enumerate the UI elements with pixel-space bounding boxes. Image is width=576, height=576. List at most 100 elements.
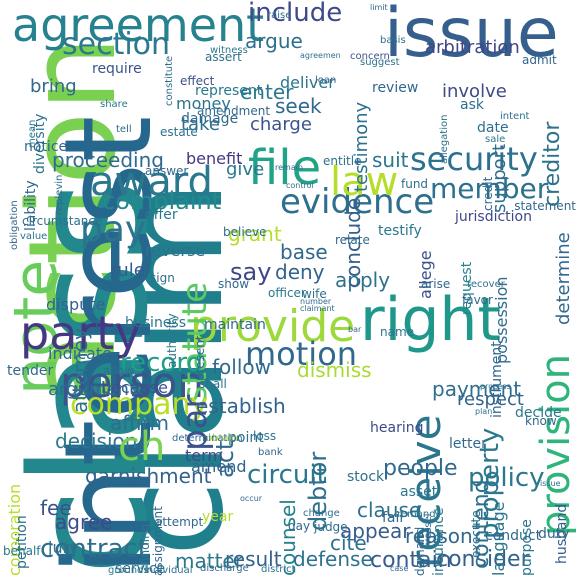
cloud-word: testimony: [351, 101, 372, 192]
cloud-word: provide: [190, 301, 356, 352]
cloud-word: bar: [348, 325, 362, 334]
cloud-word: allegation: [439, 114, 450, 164]
cloud-word: constitute: [164, 55, 175, 106]
cloud-word: jury: [48, 538, 79, 557]
cloud-word: favor: [462, 293, 493, 307]
cloud-word: date: [477, 120, 509, 136]
cloud-word: respect: [457, 389, 524, 410]
cloud-word: creditor: [540, 121, 565, 207]
cloud-word: proceeding: [52, 148, 164, 172]
cloud-word: take: [181, 114, 220, 135]
cloud-word: conduct: [485, 528, 542, 544]
cloud-word: value: [20, 231, 48, 242]
cloud-word: mean: [27, 119, 38, 148]
cloud-word: hearing: [370, 420, 424, 436]
cloud-word: motion: [245, 335, 358, 373]
cloud-word: contract: [40, 534, 148, 564]
cloud-word: bank: [258, 447, 283, 458]
cloud-word: witness: [210, 45, 248, 56]
cloud-word: petition: [14, 515, 30, 569]
cloud-word: give: [226, 159, 265, 180]
cloud-word: execute: [469, 510, 483, 558]
cloud-word: security: [410, 140, 538, 178]
cloud-word: tell: [116, 124, 132, 135]
cloud-word: plan: [475, 407, 493, 416]
cloud-word: fail: [382, 510, 404, 526]
cloud-word: jurisdiction: [455, 209, 532, 225]
cloud-word: company: [70, 387, 209, 422]
cloud-word: concern: [350, 51, 390, 62]
cloud-word: money: [176, 94, 231, 113]
cloud-word: argue: [245, 29, 303, 53]
cloud-word: pay: [80, 209, 147, 250]
cloud-word: reason: [405, 524, 473, 548]
cloud-word: loss: [253, 429, 277, 443]
cloud-word: purpose: [519, 519, 535, 576]
cloud-word: control: [286, 181, 314, 190]
cloud-word: dismiss: [297, 358, 372, 382]
cloud-word: charge: [250, 114, 312, 135]
cloud-word: people: [383, 456, 458, 481]
cloud-word: indicate: [48, 344, 112, 363]
cloud-word: day: [288, 519, 311, 533]
cloud-word: entitle: [323, 154, 362, 168]
cloud-word: admit: [522, 53, 557, 67]
cloud-word: asset: [400, 484, 438, 500]
cloud-word: obligation: [9, 200, 20, 250]
cloud-word: effect: [180, 74, 215, 88]
cloud-word: name: [380, 325, 415, 339]
cloud-word: ch: [118, 424, 166, 470]
cloud-word: party: [20, 306, 142, 360]
cloud-word: benefit: [186, 149, 243, 168]
cloud-word: issue: [540, 479, 561, 488]
cloud-word: payment: [432, 377, 522, 401]
cloud-word: amendment: [197, 104, 271, 118]
cloud-word: occur: [240, 494, 263, 503]
cloud-word: number: [300, 297, 332, 306]
cloud-word: district: [261, 564, 296, 575]
cloud-word: loan: [315, 75, 337, 86]
cloud-word: point: [228, 430, 264, 446]
cloud-word: duty: [538, 526, 570, 542]
cloud-word: allege: [416, 250, 435, 299]
cloud-word: maintain: [204, 317, 266, 333]
cloud-word: law: [330, 159, 399, 205]
cloud-word: assert: [205, 50, 242, 64]
cloud-word: policy: [468, 463, 545, 493]
cloud-word: right: [360, 285, 501, 355]
cloud-word: cite: [330, 531, 367, 555]
cloud-word: estate: [160, 125, 198, 139]
cloud-word: decide: [515, 405, 562, 421]
cloud-word: fund: [401, 177, 429, 191]
cloud-word: enter: [240, 80, 294, 104]
cloud-word: involve: [442, 81, 507, 102]
cloud-word: circumstance: [22, 214, 103, 228]
cloud-word: suggest: [360, 57, 400, 68]
cloud-word: dispute: [46, 295, 106, 314]
cloud-word: offer: [145, 207, 178, 223]
cloud-word: present: [193, 335, 207, 381]
cloud-word: discharge: [200, 563, 249, 574]
cloud-word: garnishment: [85, 464, 212, 488]
cloud-word: bring: [30, 76, 77, 97]
cloud-word: contain: [370, 548, 452, 573]
cloud-word: basis: [380, 35, 406, 46]
cloud-word: officer: [268, 286, 306, 300]
cloud-word: service: [115, 561, 166, 576]
cloud-word: claimant: [300, 304, 335, 313]
cloud-word: credit: [481, 176, 495, 211]
cloud-word: tender: [7, 363, 54, 379]
cloud-word: show: [218, 277, 250, 291]
cloud-word: remain: [275, 163, 304, 172]
cloud-word: agreemen: [300, 51, 341, 60]
cloud-word: sale: [485, 134, 506, 145]
cloud-word: determine: [553, 232, 574, 325]
cloud-word: affirm: [110, 411, 169, 435]
cloud-word: establish: [196, 394, 286, 418]
cloud-word: evidence: [280, 182, 435, 222]
cloud-word: finding: [138, 523, 152, 565]
cloud-word: require: [92, 61, 142, 77]
cloud-word: shall: [199, 377, 227, 391]
cloud-word: defense: [293, 547, 373, 571]
